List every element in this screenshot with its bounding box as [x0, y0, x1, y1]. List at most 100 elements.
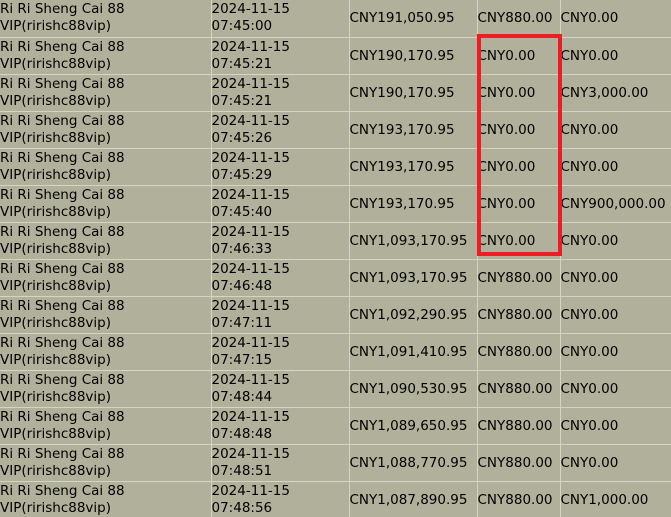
cell-amount-b: CNY0.00	[560, 407, 671, 445]
account-username: VIP(ririshc88vip)	[0, 388, 111, 405]
account-username: VIP(ririshc88vip)	[0, 425, 111, 442]
cell-timestamp: 2024-11-15 07:47:15	[211, 333, 350, 371]
cell-amount-a: CNY0.00	[477, 111, 561, 149]
table-row[interactable]: Ri Ri Sheng Cai 88 VIP(ririshc88vip) 2024-…	[0, 185, 671, 223]
cell-timestamp: 2024-11-15 07:48:56	[211, 481, 350, 517]
account-name: Ri Ri Sheng Cai 88	[0, 482, 125, 499]
cell-timestamp: 2024-11-15 07:48:44	[211, 370, 350, 408]
account-name: Ri Ri Sheng Cai 88	[0, 297, 125, 314]
cell-amount-b: CNY900,000.00	[560, 185, 671, 223]
cell-timestamp: 2024-11-15 07:47:11	[211, 296, 350, 334]
timestamp-date: 2024-11-15	[211, 75, 290, 92]
cell-balance: CNY190,170.95	[349, 37, 478, 75]
table-row[interactable]: Ri Ri Sheng Cai 88 VIP(ririshc88vip) 2024-…	[0, 148, 671, 186]
cell-balance: CNY1,093,170.95	[349, 259, 478, 297]
table-row[interactable]: Ri Ri Sheng Cai 88 VIP(ririshc88vip) 2024-…	[0, 333, 671, 371]
cell-timestamp: 2024-11-15 07:48:51	[211, 444, 350, 482]
timestamp-date: 2024-11-15	[211, 408, 290, 425]
timestamp-date: 2024-11-15	[211, 371, 290, 388]
account-name: Ri Ri Sheng Cai 88	[0, 371, 125, 388]
cell-account: Ri Ri Sheng Cai 88 VIP(ririshc88vip)	[0, 296, 212, 334]
account-name: Ri Ri Sheng Cai 88	[0, 112, 125, 129]
account-name: Ri Ri Sheng Cai 88	[0, 186, 125, 203]
account-username: VIP(ririshc88vip)	[0, 499, 111, 516]
timestamp-time: 07:45:21	[211, 55, 273, 72]
timestamp-time: 07:45:29	[211, 166, 273, 183]
account-username: VIP(ririshc88vip)	[0, 314, 111, 331]
cell-balance: CNY1,088,770.95	[349, 444, 478, 482]
cell-amount-b: CNY0.00	[560, 296, 671, 334]
cell-amount-a: CNY880.00	[477, 333, 561, 371]
timestamp-time: 07:46:33	[211, 240, 273, 257]
timestamp-date: 2024-11-15	[211, 186, 290, 203]
cell-amount-a: CNY0.00	[477, 185, 561, 223]
table-row[interactable]: Ri Ri Sheng Cai 88 VIP(ririshc88vip) 2024-…	[0, 481, 671, 517]
table-row[interactable]: Ri Ri Sheng Cai 88 VIP(ririshc88vip) 2024-…	[0, 444, 671, 482]
table-row[interactable]: Ri Ri Sheng Cai 88 VIP(ririshc88vip) 2024-…	[0, 37, 671, 75]
cell-timestamp: 2024-11-15 07:46:48	[211, 259, 350, 297]
account-username: VIP(ririshc88vip)	[0, 462, 111, 479]
cell-amount-b: CNY0.00	[560, 333, 671, 371]
table-row[interactable]: Ri Ri Sheng Cai 88 VIP(ririshc88vip) 2024-…	[0, 370, 671, 408]
table-row[interactable]: Ri Ri Sheng Cai 88 VIP(ririshc88vip) 2024-…	[0, 74, 671, 112]
cell-amount-a: CNY880.00	[477, 259, 561, 297]
cell-balance: CNY1,093,170.95	[349, 222, 478, 260]
table-row[interactable]: Ri Ri Sheng Cai 88 VIP(ririshc88vip) 2024-…	[0, 407, 671, 445]
cell-balance: CNY1,089,650.95	[349, 407, 478, 445]
table-row[interactable]: Ri Ri Sheng Cai 88 VIP(ririshc88vip) 2024-…	[0, 111, 671, 149]
cell-amount-a: CNY880.00	[477, 296, 561, 334]
timestamp-time: 07:45:26	[211, 129, 273, 146]
timestamp-time: 07:48:44	[211, 388, 273, 405]
cell-account: Ri Ri Sheng Cai 88 VIP(ririshc88vip)	[0, 185, 212, 223]
cell-amount-a: CNY0.00	[477, 148, 561, 186]
timestamp-date: 2024-11-15	[211, 112, 290, 129]
cell-timestamp: 2024-11-15 07:45:00	[211, 0, 350, 38]
account-username: VIP(ririshc88vip)	[0, 351, 111, 368]
timestamp-date: 2024-11-15	[211, 482, 290, 499]
cell-amount-b: CNY0.00	[560, 111, 671, 149]
cell-amount-b: CNY0.00	[560, 0, 671, 38]
table-row[interactable]: Ri Ri Sheng Cai 88 VIP(ririshc88vip) 2024-…	[0, 0, 671, 38]
cell-timestamp: 2024-11-15 07:45:21	[211, 74, 350, 112]
cell-timestamp: 2024-11-15 07:45:29	[211, 148, 350, 186]
cell-amount-b: CNY0.00	[560, 444, 671, 482]
timestamp-date: 2024-11-15	[211, 260, 290, 277]
timestamp-time: 07:45:21	[211, 92, 273, 109]
cell-timestamp: 2024-11-15 07:45:26	[211, 111, 350, 149]
account-name: Ri Ri Sheng Cai 88	[0, 223, 125, 240]
cell-timestamp: 2024-11-15 07:45:40	[211, 185, 350, 223]
cell-balance: CNY1,092,290.95	[349, 296, 478, 334]
cell-amount-a: CNY880.00	[477, 481, 561, 517]
cell-account: Ri Ri Sheng Cai 88 VIP(ririshc88vip)	[0, 0, 212, 38]
table-row[interactable]: Ri Ri Sheng Cai 88 VIP(ririshc88vip) 2024-…	[0, 259, 671, 297]
cell-amount-b: CNY3,000.00	[560, 74, 671, 112]
cell-account: Ri Ri Sheng Cai 88 VIP(ririshc88vip)	[0, 407, 212, 445]
timestamp-time: 07:46:48	[211, 277, 273, 294]
account-username: VIP(ririshc88vip)	[0, 55, 111, 72]
cell-amount-b: CNY0.00	[560, 259, 671, 297]
timestamp-date: 2024-11-15	[211, 334, 290, 351]
cell-amount-b: CNY0.00	[560, 37, 671, 75]
timestamp-date: 2024-11-15	[211, 445, 290, 462]
cell-amount-a: CNY0.00	[477, 37, 561, 75]
cell-timestamp: 2024-11-15 07:48:48	[211, 407, 350, 445]
account-name: Ri Ri Sheng Cai 88	[0, 75, 125, 92]
table-row[interactable]: Ri Ri Sheng Cai 88 VIP(ririshc88vip) 2024-…	[0, 296, 671, 334]
cell-amount-b: CNY0.00	[560, 148, 671, 186]
timestamp-date: 2024-11-15	[211, 223, 290, 240]
table-row[interactable]: Ri Ri Sheng Cai 88 VIP(ririshc88vip) 2024-…	[0, 222, 671, 260]
timestamp-time: 07:48:56	[211, 499, 273, 516]
cell-balance: CNY190,170.95	[349, 74, 478, 112]
cell-amount-a: CNY0.00	[477, 74, 561, 112]
cell-balance: CNY1,090,530.95	[349, 370, 478, 408]
cell-account: Ri Ri Sheng Cai 88 VIP(ririshc88vip)	[0, 37, 212, 75]
account-name: Ri Ri Sheng Cai 88	[0, 149, 125, 166]
account-username: VIP(ririshc88vip)	[0, 203, 111, 220]
account-name: Ri Ri Sheng Cai 88	[0, 334, 125, 351]
account-username: VIP(ririshc88vip)	[0, 166, 111, 183]
account-username: VIP(ririshc88vip)	[0, 240, 111, 257]
cell-amount-a: CNY880.00	[477, 407, 561, 445]
